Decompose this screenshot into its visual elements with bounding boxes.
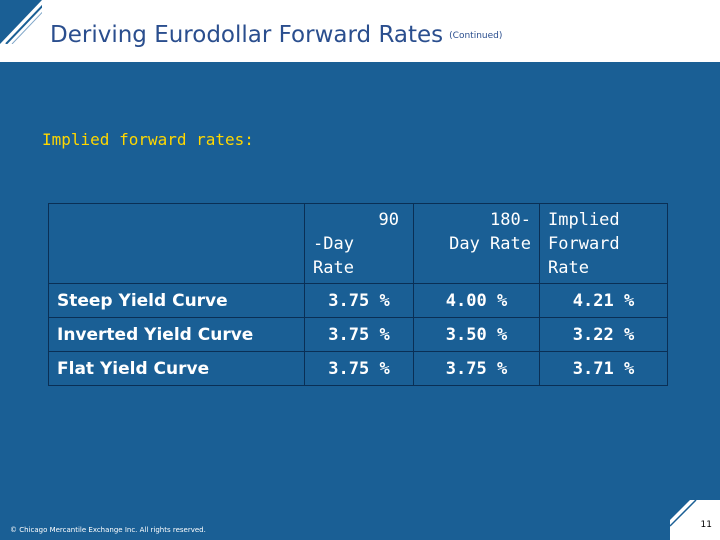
cell-180-day-rate: 3.75 %	[413, 351, 540, 386]
section-subtitle: Implied forward rates:	[42, 130, 254, 149]
row-label: Steep Yield Curve	[48, 283, 305, 318]
slide-header: Deriving Eurodollar Forward Rates (Contin…	[0, 0, 720, 62]
header-line: -Day	[313, 234, 354, 254]
cell-180-day-rate: 3.50 %	[413, 317, 540, 352]
copyright-notice: © Chicago Mercantile Exchange Inc. All r…	[10, 526, 206, 534]
header-line: Forward	[548, 234, 620, 254]
page-number: 11	[700, 520, 712, 530]
forward-rates-table: 90 -Day Rate 180- Day Rate Implied Forwa…	[48, 203, 668, 386]
cell-90-day-rate: 3.75 %	[304, 317, 414, 352]
header-line: Rate	[548, 258, 589, 278]
table-header-blank	[48, 203, 305, 284]
row-label: Flat Yield Curve	[48, 351, 305, 386]
table-header-180-day-rate: 180- Day Rate	[413, 203, 540, 284]
row-label: Inverted Yield Curve	[48, 317, 305, 352]
corner-stripes-graphic	[0, 0, 42, 44]
header-line: 90	[378, 210, 399, 230]
header-line: 180-	[490, 210, 531, 230]
cell-90-day-rate: 3.75 %	[304, 351, 414, 386]
cell-implied-forward-rate: 3.22 %	[539, 317, 668, 352]
header-line: Implied	[548, 210, 620, 230]
page-number-box: 11	[670, 500, 720, 540]
table-row: Steep Yield Curve 3.75 % 4.00 % 4.21 %	[48, 283, 668, 318]
page-corner-graphic	[670, 500, 697, 527]
table-header-90-day-rate: 90 -Day Rate	[304, 203, 414, 284]
header-line: Rate	[313, 258, 354, 278]
slide-title-suffix: (Continued)	[449, 30, 503, 41]
table-header-implied-forward-rate: Implied Forward Rate	[539, 203, 668, 284]
cell-implied-forward-rate: 3.71 %	[539, 351, 668, 386]
slide-title: Deriving Eurodollar Forward Rates (Contin…	[50, 22, 502, 48]
cell-180-day-rate: 4.00 %	[413, 283, 540, 318]
header-line: Day Rate	[449, 234, 531, 254]
table-header-row: 90 -Day Rate 180- Day Rate Implied Forwa…	[48, 203, 668, 284]
slide-title-text: Deriving Eurodollar Forward Rates	[50, 22, 444, 48]
table-row: Inverted Yield Curve 3.75 % 3.50 % 3.22 …	[48, 317, 668, 352]
cell-90-day-rate: 3.75 %	[304, 283, 414, 318]
table-row: Flat Yield Curve 3.75 % 3.75 % 3.71 %	[48, 351, 668, 386]
cell-implied-forward-rate: 4.21 %	[539, 283, 668, 318]
